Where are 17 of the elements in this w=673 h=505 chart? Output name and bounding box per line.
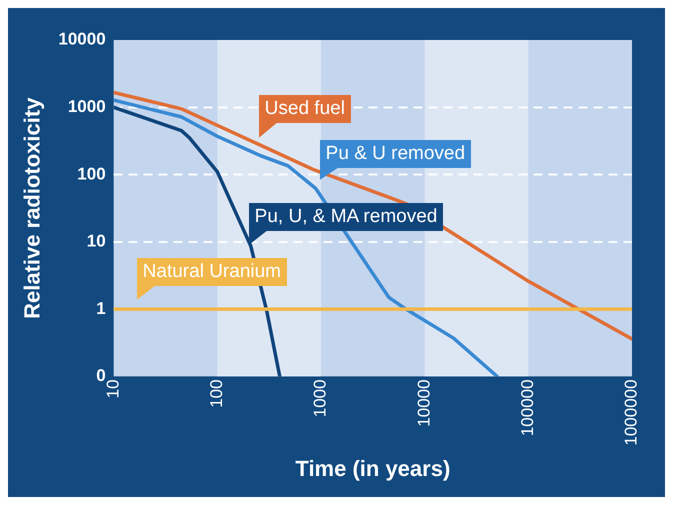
x-axis-title: Time (in years) [295, 456, 450, 481]
y-tick-label: 10000 [58, 30, 106, 49]
x-tick-label: 100 [207, 379, 226, 408]
y-tick-label: 100 [77, 164, 106, 184]
x-tick-label: 10000 [414, 379, 434, 427]
x-tick-label: 100000 [518, 379, 538, 436]
y-tick-label: 0 [96, 366, 106, 386]
y-tick-label: 10 [86, 232, 106, 251]
y-axis-title: Relative radiotoxicity [19, 96, 44, 319]
y-tick-label: 1 [96, 298, 106, 318]
series-label: Pu & U removed [326, 142, 466, 166]
series-label: Used fuel [264, 97, 345, 121]
x-tick-label: 1000 [310, 379, 330, 418]
y-tick-label: 1000 [68, 96, 106, 116]
x-tick-label: 1000000 [622, 379, 641, 446]
series-label: Pu, U, & MA removed [254, 205, 438, 229]
series-label: Natural Uranium [142, 260, 281, 284]
